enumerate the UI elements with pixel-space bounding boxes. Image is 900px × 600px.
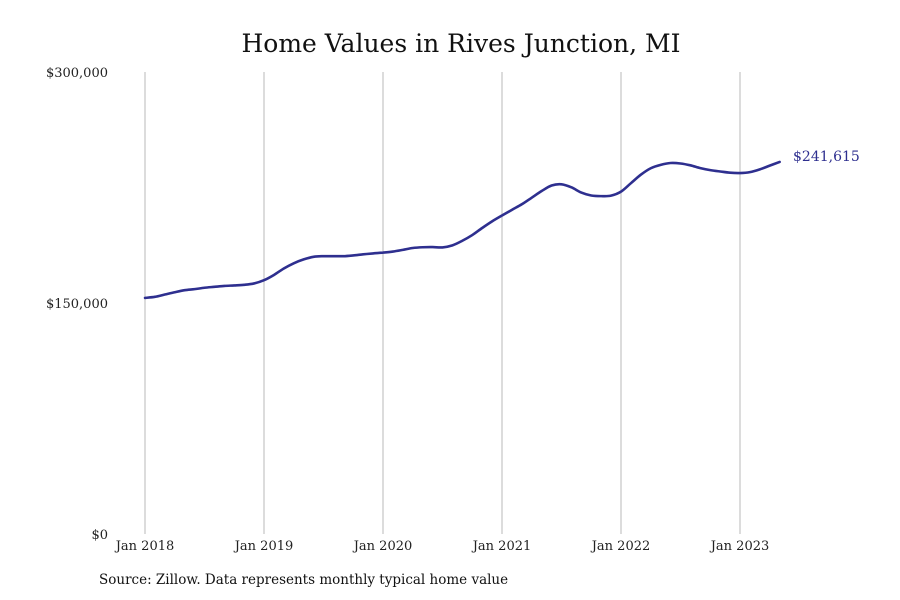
data-point-2021-02 xyxy=(511,209,513,211)
series-line xyxy=(143,160,781,300)
data-point-2019-08 xyxy=(332,255,334,257)
data-point-2021-05 xyxy=(540,190,542,192)
x-tick-label: Jan 2018 xyxy=(114,539,175,554)
data-point-2019-01 xyxy=(263,279,265,281)
x-tick-label: Jan 2023 xyxy=(709,539,770,554)
data-point-2018-09 xyxy=(223,285,225,287)
data-point-2022-09 xyxy=(699,167,701,169)
data-point-2018-06 xyxy=(193,288,195,290)
data-point-2021-09 xyxy=(580,191,582,193)
x-tick-label: Jan 2020 xyxy=(352,539,413,554)
data-point-2018-05 xyxy=(183,289,185,291)
y-axis-tick-labels: $0 $150,000 $300,000 xyxy=(46,66,108,543)
data-point-2019-07 xyxy=(322,255,324,257)
data-point-2021-01 xyxy=(501,214,503,216)
data-point-2019-05 xyxy=(302,258,304,260)
data-point-2020-06 xyxy=(431,246,433,248)
x-axis-tick-labels: Jan 2018 Jan 2019 Jan 2020 Jan 2021 Jan 2022… xyxy=(114,539,770,554)
x-tick-label: Jan 2022 xyxy=(590,539,651,554)
data-point-2023-03 xyxy=(759,168,761,170)
data-point-2021-11 xyxy=(600,195,602,197)
data-point-2018-07 xyxy=(203,287,205,289)
data-point-2020-07 xyxy=(441,246,443,248)
data-point-2021-06 xyxy=(550,184,552,186)
data-point-2022-06 xyxy=(669,162,671,164)
data-point-2022-07 xyxy=(679,162,681,164)
chart-title: Home Values in Rives Junction, MI xyxy=(242,29,681,58)
data-point-2018-10 xyxy=(233,284,235,286)
data-point-2019-02 xyxy=(273,274,275,276)
data-point-2018-03 xyxy=(164,293,166,295)
data-point-2021-07 xyxy=(560,183,562,185)
data-point-2021-03 xyxy=(521,203,523,205)
y-tick-label: $150,000 xyxy=(46,297,108,312)
data-point-2019-06 xyxy=(312,256,314,258)
data-point-2022-04 xyxy=(650,167,652,169)
data-point-2020-01 xyxy=(382,251,384,253)
data-point-2020-10 xyxy=(471,234,473,236)
data-point-2021-10 xyxy=(590,194,592,196)
data-point-2023-04 xyxy=(769,164,771,166)
data-point-2019-11 xyxy=(362,253,364,255)
data-point-2023-01 xyxy=(739,172,741,174)
data-point-2020-09 xyxy=(461,240,463,242)
data-point-2020-08 xyxy=(451,244,453,246)
data-point-2020-05 xyxy=(421,246,423,248)
data-point-2022-02 xyxy=(630,182,632,184)
y-tick-label: $0 xyxy=(91,528,108,543)
data-point-2018-12 xyxy=(253,282,255,284)
data-point-2023-05 xyxy=(778,161,780,163)
data-point-2022-01 xyxy=(620,190,622,192)
data-point-2019-03 xyxy=(283,267,285,269)
data-point-2020-03 xyxy=(402,249,404,251)
end-value-label: $241,615 xyxy=(793,149,860,165)
data-point-2022-03 xyxy=(640,174,642,176)
data-point-2022-12 xyxy=(729,172,731,174)
data-point-2018-01 xyxy=(144,297,146,299)
data-point-2022-10 xyxy=(709,169,711,171)
source-note: Source: Zillow. Data represents monthly … xyxy=(99,572,509,588)
data-point-2020-11 xyxy=(481,227,483,229)
x-tick-label: Jan 2021 xyxy=(471,539,532,554)
data-point-2022-11 xyxy=(719,170,721,172)
data-point-2020-04 xyxy=(412,247,414,249)
data-point-2020-12 xyxy=(491,220,493,222)
data-point-2018-11 xyxy=(243,284,245,286)
data-point-2019-09 xyxy=(342,255,344,257)
data-point-2021-08 xyxy=(570,186,572,188)
series-layer xyxy=(143,160,781,300)
data-point-2021-12 xyxy=(610,194,612,196)
data-point-2019-04 xyxy=(293,262,295,264)
data-point-2018-08 xyxy=(213,286,215,288)
data-point-2018-02 xyxy=(154,296,156,298)
y-tick-label: $300,000 xyxy=(46,66,108,81)
grid-layer xyxy=(144,72,741,534)
data-point-2018-04 xyxy=(174,291,176,293)
data-point-2020-02 xyxy=(392,250,394,252)
data-point-2022-08 xyxy=(689,164,691,166)
data-point-2019-10 xyxy=(352,254,354,256)
data-point-2019-12 xyxy=(372,252,374,254)
data-point-2022-05 xyxy=(659,164,661,166)
data-point-2021-04 xyxy=(531,196,533,198)
data-point-2023-02 xyxy=(749,171,751,173)
x-tick-label: Jan 2019 xyxy=(233,539,294,554)
